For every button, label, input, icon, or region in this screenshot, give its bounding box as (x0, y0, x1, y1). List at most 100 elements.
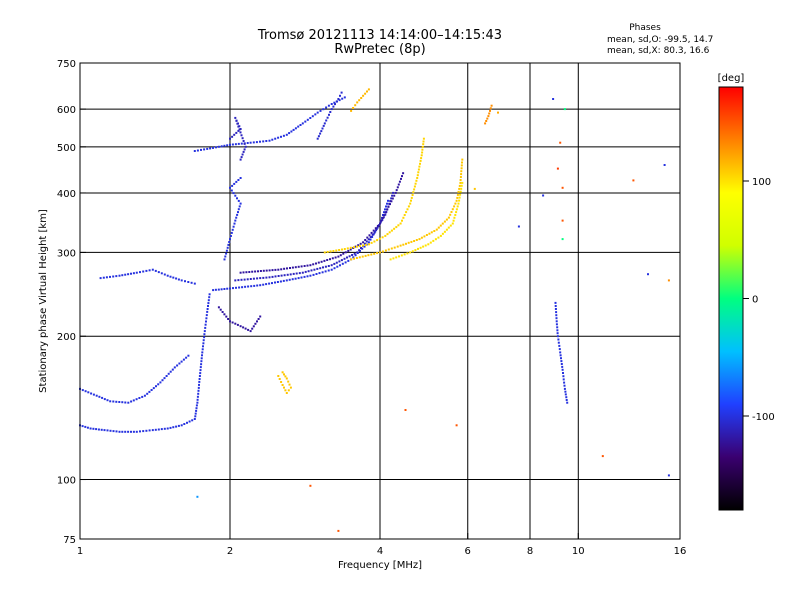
data-point (237, 199, 240, 202)
data-point (304, 270, 307, 273)
data-point (171, 368, 174, 371)
data-point (490, 104, 493, 107)
data-point (200, 360, 203, 363)
data-point (229, 143, 231, 146)
data-point (348, 255, 351, 258)
data-point (109, 429, 112, 432)
data-point (289, 267, 291, 269)
data-point (413, 188, 416, 191)
data-point (461, 161, 463, 164)
data-point (413, 185, 416, 188)
data-point (384, 234, 387, 237)
x-tick-label: 10 (572, 546, 585, 557)
data-point (370, 253, 373, 256)
data-point (220, 288, 223, 291)
data-point (360, 247, 362, 249)
data-point (461, 181, 464, 184)
data-point (459, 179, 462, 181)
data-point (333, 267, 336, 270)
data-point (372, 233, 375, 236)
data-point (173, 366, 176, 369)
data-point (225, 252, 228, 255)
data-point (355, 245, 358, 248)
data-point (229, 287, 231, 290)
data-point (283, 373, 285, 376)
data-point (403, 214, 406, 216)
data-point (559, 351, 562, 354)
data-point (262, 140, 265, 143)
data-point (557, 341, 560, 344)
data-point (393, 194, 396, 197)
data-point (288, 278, 291, 281)
data-point (217, 306, 220, 309)
data-point (206, 310, 209, 313)
data-point (127, 401, 130, 404)
data-point (432, 239, 435, 242)
data-point (390, 229, 393, 232)
data-point (157, 271, 160, 274)
data-point (132, 430, 135, 433)
data-point (294, 266, 297, 269)
data-point (280, 135, 282, 138)
data-point (314, 113, 317, 116)
data-point (200, 357, 203, 360)
x-tick-label: 6 (465, 546, 471, 557)
data-point (420, 236, 423, 239)
data-point (223, 258, 226, 261)
data-point (316, 267, 319, 270)
data-point (84, 390, 87, 393)
data-point (195, 409, 198, 412)
data-point (132, 399, 135, 402)
data-point (259, 277, 262, 280)
data-point (259, 270, 262, 272)
data-point (455, 424, 458, 427)
data-point (304, 120, 307, 123)
data-point (459, 193, 462, 196)
data-point (196, 395, 199, 398)
data-point (132, 272, 135, 275)
data-point (306, 118, 309, 121)
data-point (358, 256, 361, 259)
data-point (391, 194, 394, 197)
data-point (385, 205, 387, 208)
data-point (384, 211, 387, 214)
data-point (562, 378, 565, 381)
data-point (563, 381, 566, 384)
data-point (338, 249, 341, 251)
data-point (376, 226, 379, 229)
data-point (329, 111, 332, 113)
data-point (148, 390, 151, 393)
data-point (381, 236, 384, 239)
data-point (402, 243, 405, 246)
data-point (554, 301, 557, 304)
data-point (280, 274, 283, 277)
data-point (349, 246, 352, 249)
data-point (352, 246, 355, 249)
data-point (265, 140, 268, 142)
data-point (115, 400, 118, 403)
data-point (339, 264, 341, 267)
data-point (561, 186, 564, 189)
data-point (559, 354, 562, 357)
data-point (229, 320, 231, 323)
data-point (379, 222, 381, 225)
data-point (363, 242, 366, 245)
data-point (98, 395, 101, 398)
data-point (289, 273, 292, 276)
data-point (383, 214, 386, 217)
data-point (204, 326, 207, 329)
data-point (166, 274, 169, 277)
data-point (415, 179, 418, 182)
data-point (240, 142, 243, 145)
data-points (79, 88, 670, 532)
data-point (234, 322, 237, 325)
data-point (387, 199, 389, 202)
data-point (240, 156, 243, 159)
data-point (118, 430, 121, 433)
data-point (142, 430, 145, 433)
data-point (103, 429, 106, 432)
data-point (206, 308, 209, 310)
data-point (374, 227, 377, 230)
data-point (155, 385, 157, 388)
data-point (555, 317, 558, 320)
